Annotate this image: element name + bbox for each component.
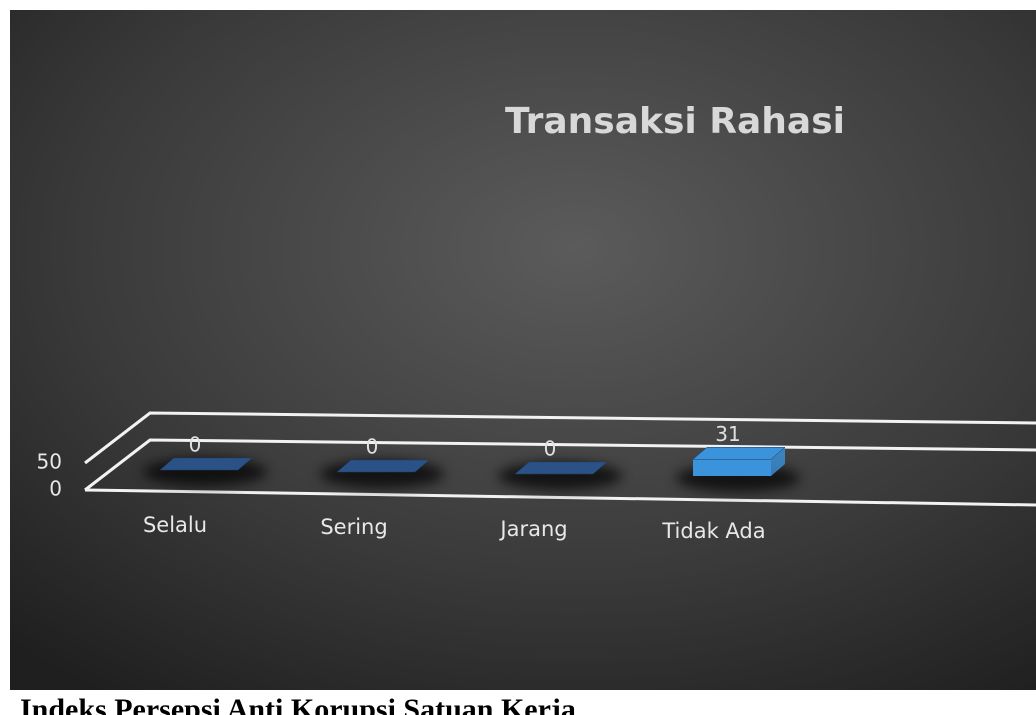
y-tick-label: 50	[37, 450, 62, 474]
x-tick-label: Tidak Ada	[661, 519, 765, 543]
grid-line	[84, 438, 1036, 492]
value-label: 0	[544, 437, 557, 461]
y-tick-label: 0	[49, 477, 62, 501]
bar	[159, 457, 253, 471]
x-tick-label: Selalu	[143, 513, 207, 537]
x-tick-label: Jarang	[498, 517, 567, 541]
floor-edge	[84, 488, 1036, 507]
chart-background	[10, 10, 1036, 690]
bar	[692, 447, 786, 476]
bar	[336, 459, 430, 473]
value-label: 0	[189, 433, 202, 457]
x-tick-label: Sering	[320, 515, 387, 539]
caption: Indeks Persepsi Anti Korupsi Satuan Kerj…	[20, 693, 576, 715]
grid-line	[84, 411, 1036, 465]
value-label: 0	[366, 435, 379, 459]
value-label: 31	[715, 422, 740, 446]
chart-title: Transaksi Rahasi	[505, 101, 845, 142]
bar	[514, 461, 608, 475]
